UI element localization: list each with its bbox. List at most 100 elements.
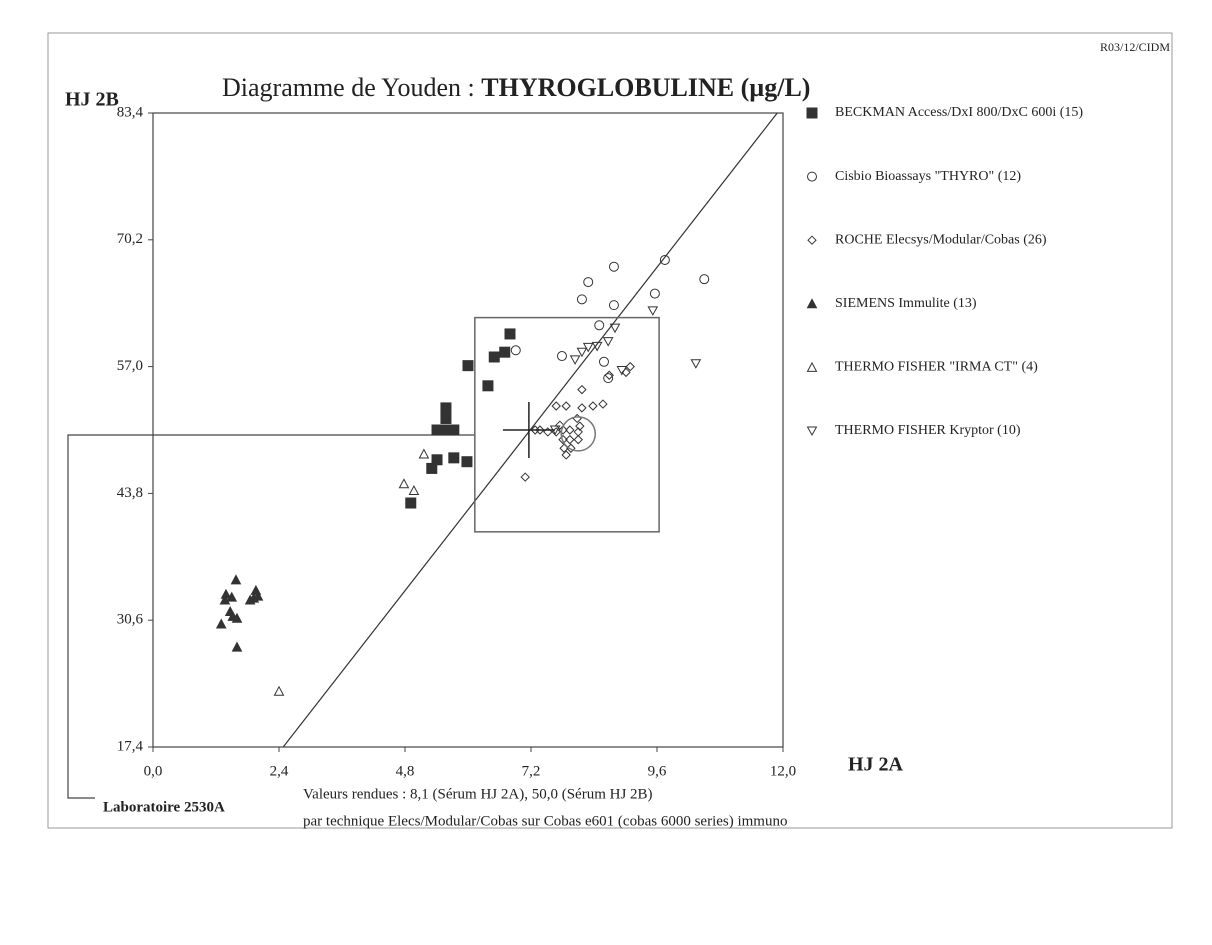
- marker: [602, 337, 614, 347]
- marker: [583, 277, 594, 288]
- marker: [625, 361, 635, 372]
- marker: [482, 380, 494, 392]
- marker: [244, 594, 256, 605]
- marker: [462, 360, 474, 372]
- marker: [499, 346, 511, 358]
- marker: [807, 171, 817, 182]
- marker: [577, 384, 587, 395]
- plot-frame: [152, 112, 784, 748]
- marker: [573, 434, 583, 445]
- marker: [598, 399, 608, 409]
- marker: [558, 434, 568, 445]
- marker: [608, 261, 619, 272]
- marker: [608, 300, 619, 311]
- marker: [806, 298, 818, 309]
- marker: [572, 413, 582, 424]
- legend-label: THERMO FISHER Kryptor (10): [835, 423, 1021, 438]
- marker: [604, 370, 614, 380]
- x-tick-label: 12,0: [770, 763, 796, 779]
- y-tick-label: 57,0: [117, 358, 143, 374]
- marker: [690, 359, 702, 369]
- marker: [806, 426, 818, 437]
- marker: [510, 345, 521, 356]
- marker: [448, 424, 460, 436]
- marker: [226, 591, 238, 602]
- marker: [219, 594, 231, 605]
- marker: [616, 365, 628, 376]
- marker: [215, 618, 227, 629]
- marker: [431, 424, 443, 436]
- y-tick-label: 70,2: [117, 231, 143, 247]
- target-cross: [502, 402, 555, 458]
- marker: [594, 320, 605, 331]
- marker: [569, 355, 581, 365]
- marker: [576, 294, 587, 305]
- marker: [461, 456, 473, 468]
- marker: [231, 612, 243, 623]
- note: Valeurs rendues : 8,1 (Sérum HJ 2A), 50,…: [303, 786, 653, 802]
- doc-code: R03/12/CIDM: [1100, 40, 1170, 54]
- marker: [230, 574, 242, 585]
- marker: [649, 288, 660, 299]
- x-tick-label: 0,0: [144, 763, 163, 779]
- acceptance-box: [474, 316, 660, 533]
- y-axis-label: HJ 2B: [65, 89, 119, 111]
- x-tick-label: 4,8: [396, 763, 415, 779]
- marker: [565, 425, 575, 435]
- marker: [588, 401, 598, 411]
- marker: [577, 403, 587, 413]
- marker: [448, 452, 460, 464]
- marker: [609, 323, 621, 334]
- marker: [699, 274, 710, 285]
- x-axis-label: HJ 2A: [848, 754, 904, 776]
- marker: [555, 420, 565, 430]
- marker: [426, 462, 438, 474]
- legend-label: BECKMAN Access/DxI 800/DxC 600i (15): [835, 105, 1083, 120]
- title-plain: Diagramme de Youden :: [222, 73, 481, 102]
- note: par technique Elecs/Modular/Cobas sur Co…: [303, 813, 787, 829]
- legend-label: THERMO FISHER "IRMA CT" (4): [835, 360, 1038, 375]
- y-tick-label: 83,4: [117, 104, 144, 120]
- marker: [530, 425, 540, 435]
- marker: [488, 351, 500, 363]
- marker: [405, 497, 417, 509]
- legend-label: Cisbio Bioassays "THYRO" (12): [835, 169, 1021, 184]
- chart-title: Diagramme de Youden : THYROGLOBULINE (µg…: [222, 73, 810, 102]
- marker: [440, 402, 452, 414]
- marker: [224, 605, 236, 617]
- marker: [440, 412, 452, 424]
- marker: [231, 641, 243, 652]
- marker: [520, 472, 530, 482]
- marker: [398, 478, 410, 489]
- lab-label: Laboratoire 2530A: [103, 799, 225, 815]
- marker: [561, 401, 571, 411]
- page-frame: [47, 32, 1173, 829]
- y-tick-label: 30,6: [117, 612, 144, 628]
- marker: [565, 434, 575, 445]
- marker: [575, 421, 585, 431]
- marker: [551, 401, 561, 411]
- marker: [576, 347, 588, 358]
- marker: [806, 107, 818, 119]
- x-tick-label: 9,6: [648, 763, 667, 779]
- y-tick-label: 17,4: [117, 738, 144, 754]
- marker: [543, 427, 553, 437]
- marker: [647, 306, 659, 316]
- marker: [418, 448, 430, 459]
- marker: [806, 361, 818, 372]
- lab-bracket: [67, 434, 475, 799]
- legend-label: ROCHE Elecsys/Modular/Cobas (26): [835, 232, 1047, 247]
- marker: [408, 484, 420, 496]
- marker: [603, 373, 614, 384]
- marker: [561, 450, 571, 460]
- y-tick-label: 43,8: [117, 485, 143, 501]
- marker: [598, 356, 609, 367]
- title-bold: THYROGLOBULINE (µg/L): [481, 73, 810, 102]
- legend-label: SIEMENS Immulite (13): [835, 296, 977, 311]
- marker: [504, 328, 516, 340]
- marker: [582, 342, 594, 353]
- marker: [273, 685, 285, 696]
- x-tick-label: 7,2: [522, 763, 541, 779]
- marker: [556, 351, 567, 362]
